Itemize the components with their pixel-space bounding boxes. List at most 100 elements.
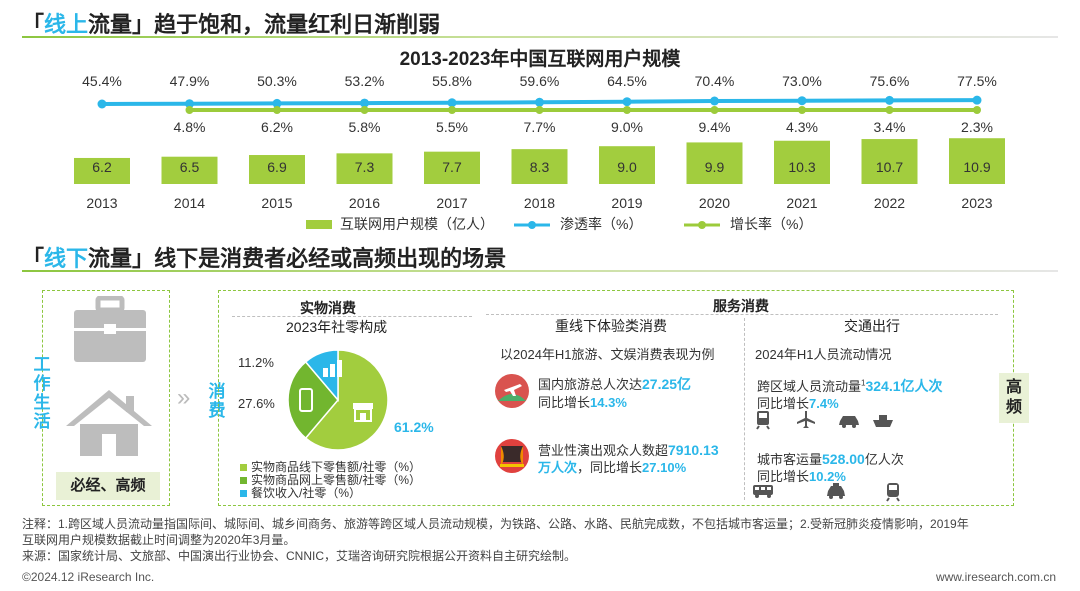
city-transit-growth-value: 10.2% <box>809 469 846 484</box>
bus-icon <box>753 485 773 498</box>
pie-legend-dining: 餐饮收入/社零（%） <box>240 484 361 501</box>
x-tick-2023: 2023 <box>961 195 992 211</box>
bar-2018 <box>511 149 568 184</box>
theater-icon <box>495 439 529 473</box>
legend-text-dining: 餐饮收入/社零（%） <box>251 486 362 500</box>
penetration-label-2016: 53.2% <box>345 73 385 89</box>
legend-dot-penetration <box>528 221 536 229</box>
cross-region-growth: 同比增长7.4% <box>757 393 839 412</box>
section1-subtitle: 趋于饱和，流量红利日渐削弱 <box>154 12 441 37</box>
travel-plane-icon <box>495 374 529 408</box>
cross-region-prefix: 跨区域人员流动量 <box>757 379 862 394</box>
physical-divider <box>232 316 472 317</box>
growth-label-2020: 9.4% <box>699 119 731 135</box>
growth-label-2017: 5.5% <box>436 119 468 135</box>
experience-header: 重线下体验类消费 <box>555 318 667 334</box>
bracket-close-2: 」 <box>132 246 155 271</box>
transport-subtitle: 2024年H1人员流动情况 <box>755 347 892 362</box>
performance-growth-label: ，同比增长 <box>577 460 643 475</box>
penetration-point-2018 <box>535 97 544 107</box>
performance-growth-value: 27.10% <box>642 460 687 475</box>
service-vertical-divider <box>744 318 745 500</box>
note-2: 互联网用户规模数据截止时间调整为2020年3月量。 <box>22 533 296 547</box>
taxi-icon <box>827 483 845 499</box>
bar-2021 <box>774 140 830 184</box>
phone-icon <box>299 388 313 412</box>
briefcase-icon <box>74 296 146 362</box>
service-header: 服务消费 <box>713 298 769 314</box>
bar-2022 <box>861 139 918 184</box>
penetration-label-2013: 45.4% <box>82 73 122 89</box>
work-life-label: 工作生活 <box>32 355 52 431</box>
legend-text-offline: 实物商品线下零售额/社零（%） <box>251 460 422 474</box>
growth-label-2015: 6.2% <box>261 119 293 135</box>
legend-dot-growth <box>698 221 706 229</box>
cross-region-growth-label: 同比增长 <box>757 396 810 411</box>
penetration-point-2021 <box>797 96 807 106</box>
growth-point-2021 <box>798 106 806 114</box>
experience-subtitle: 以2024年H1旅游、文娱消费表现为例 <box>500 347 715 362</box>
city-transit-unit: 亿人次 <box>864 452 904 467</box>
growth-label-2021: 4.3% <box>786 119 818 135</box>
growth-point-2014 <box>185 106 194 114</box>
bar-label-2018: 8.3 <box>530 159 550 175</box>
penetration-point-2016 <box>360 98 369 108</box>
bar-label-2019: 9.0 <box>617 159 637 175</box>
performance-prefix: 营业性演出观众人数超 <box>538 443 669 458</box>
highlight-online: 线上 <box>44 12 89 37</box>
high-frequency-text: 高频 <box>1005 379 1022 416</box>
pie-title: 2023年社零构成 <box>286 319 388 335</box>
store-icon <box>353 403 373 422</box>
legend-swatch-dining <box>240 490 247 498</box>
chart-title: 2013-2023年中国互联网用户规模 <box>399 49 681 70</box>
penetration-point-2023 <box>972 95 982 105</box>
bar-2016 <box>336 153 393 184</box>
car-icon <box>839 416 859 428</box>
work-life-panel <box>42 290 170 506</box>
growth-point-2015 <box>273 106 281 114</box>
bar-label-2023: 10.9 <box>963 159 990 175</box>
penetration-label-2023: 77.5% <box>957 73 997 89</box>
growth-label-2023: 2.3% <box>961 119 993 135</box>
bar-2013 <box>74 157 130 184</box>
ship-icon <box>873 415 893 427</box>
footer-url: www.iresearch.com.cn <box>935 570 1056 584</box>
bar-2019 <box>599 146 655 184</box>
transport-icons-row2 <box>752 482 912 502</box>
pie-slice-dining <box>304 349 339 403</box>
legend-growth: 增长率（%） <box>730 216 812 232</box>
bar-label-2015: 6.9 <box>267 159 287 175</box>
bracket-open-2: 「 <box>22 246 45 271</box>
growth-point-2022 <box>885 106 894 114</box>
growth-point-2018 <box>535 106 544 114</box>
cross-region-line: 跨区域人员流动量1324.1亿人次 <box>757 376 943 396</box>
section2-subtitle: 线下是消费者必经或高频出现的场景 <box>154 246 507 271</box>
retail-pie-chart <box>287 349 389 451</box>
bar-label-2014: 6.5 <box>180 159 200 175</box>
house-icon <box>66 390 152 456</box>
plane-icon <box>797 411 815 428</box>
subway-icon <box>886 483 900 502</box>
penetration-label-2022: 75.6% <box>870 73 910 89</box>
growth-label-2016: 5.8% <box>349 119 381 135</box>
bar-label-2013: 6.2 <box>92 159 112 175</box>
performance-line: 营业性演出观众人数超7910.13 <box>538 440 719 459</box>
note-ref: 1 <box>861 378 866 388</box>
penetration-point-2020 <box>710 96 719 106</box>
growth-label-2019: 9.0% <box>611 119 643 135</box>
note-3: 来源：国家统计局、文旅部、中国演出行业协会、CNNIC，艾瑞咨询研究院根据公开资… <box>22 549 577 563</box>
legend-swatch-online <box>240 477 247 485</box>
legend-swatch-offline <box>240 464 247 472</box>
pie-legend-offline: 实物商品线下零售额/社零（%） <box>240 458 421 475</box>
pie-label-dining: 11.2% <box>238 355 274 370</box>
section1-rule <box>22 36 1058 38</box>
x-tick-2020: 2020 <box>699 195 730 211</box>
growth-point-2020 <box>710 106 719 114</box>
work-life-text: 工作生活 <box>33 355 51 431</box>
penetration-label-2020: 70.4% <box>695 73 735 89</box>
bar-2017 <box>424 151 480 184</box>
penetration-point-2019 <box>622 97 632 107</box>
train-icon <box>756 411 770 430</box>
x-tick-2022: 2022 <box>874 195 905 211</box>
bracket-close: 」 <box>132 12 155 37</box>
